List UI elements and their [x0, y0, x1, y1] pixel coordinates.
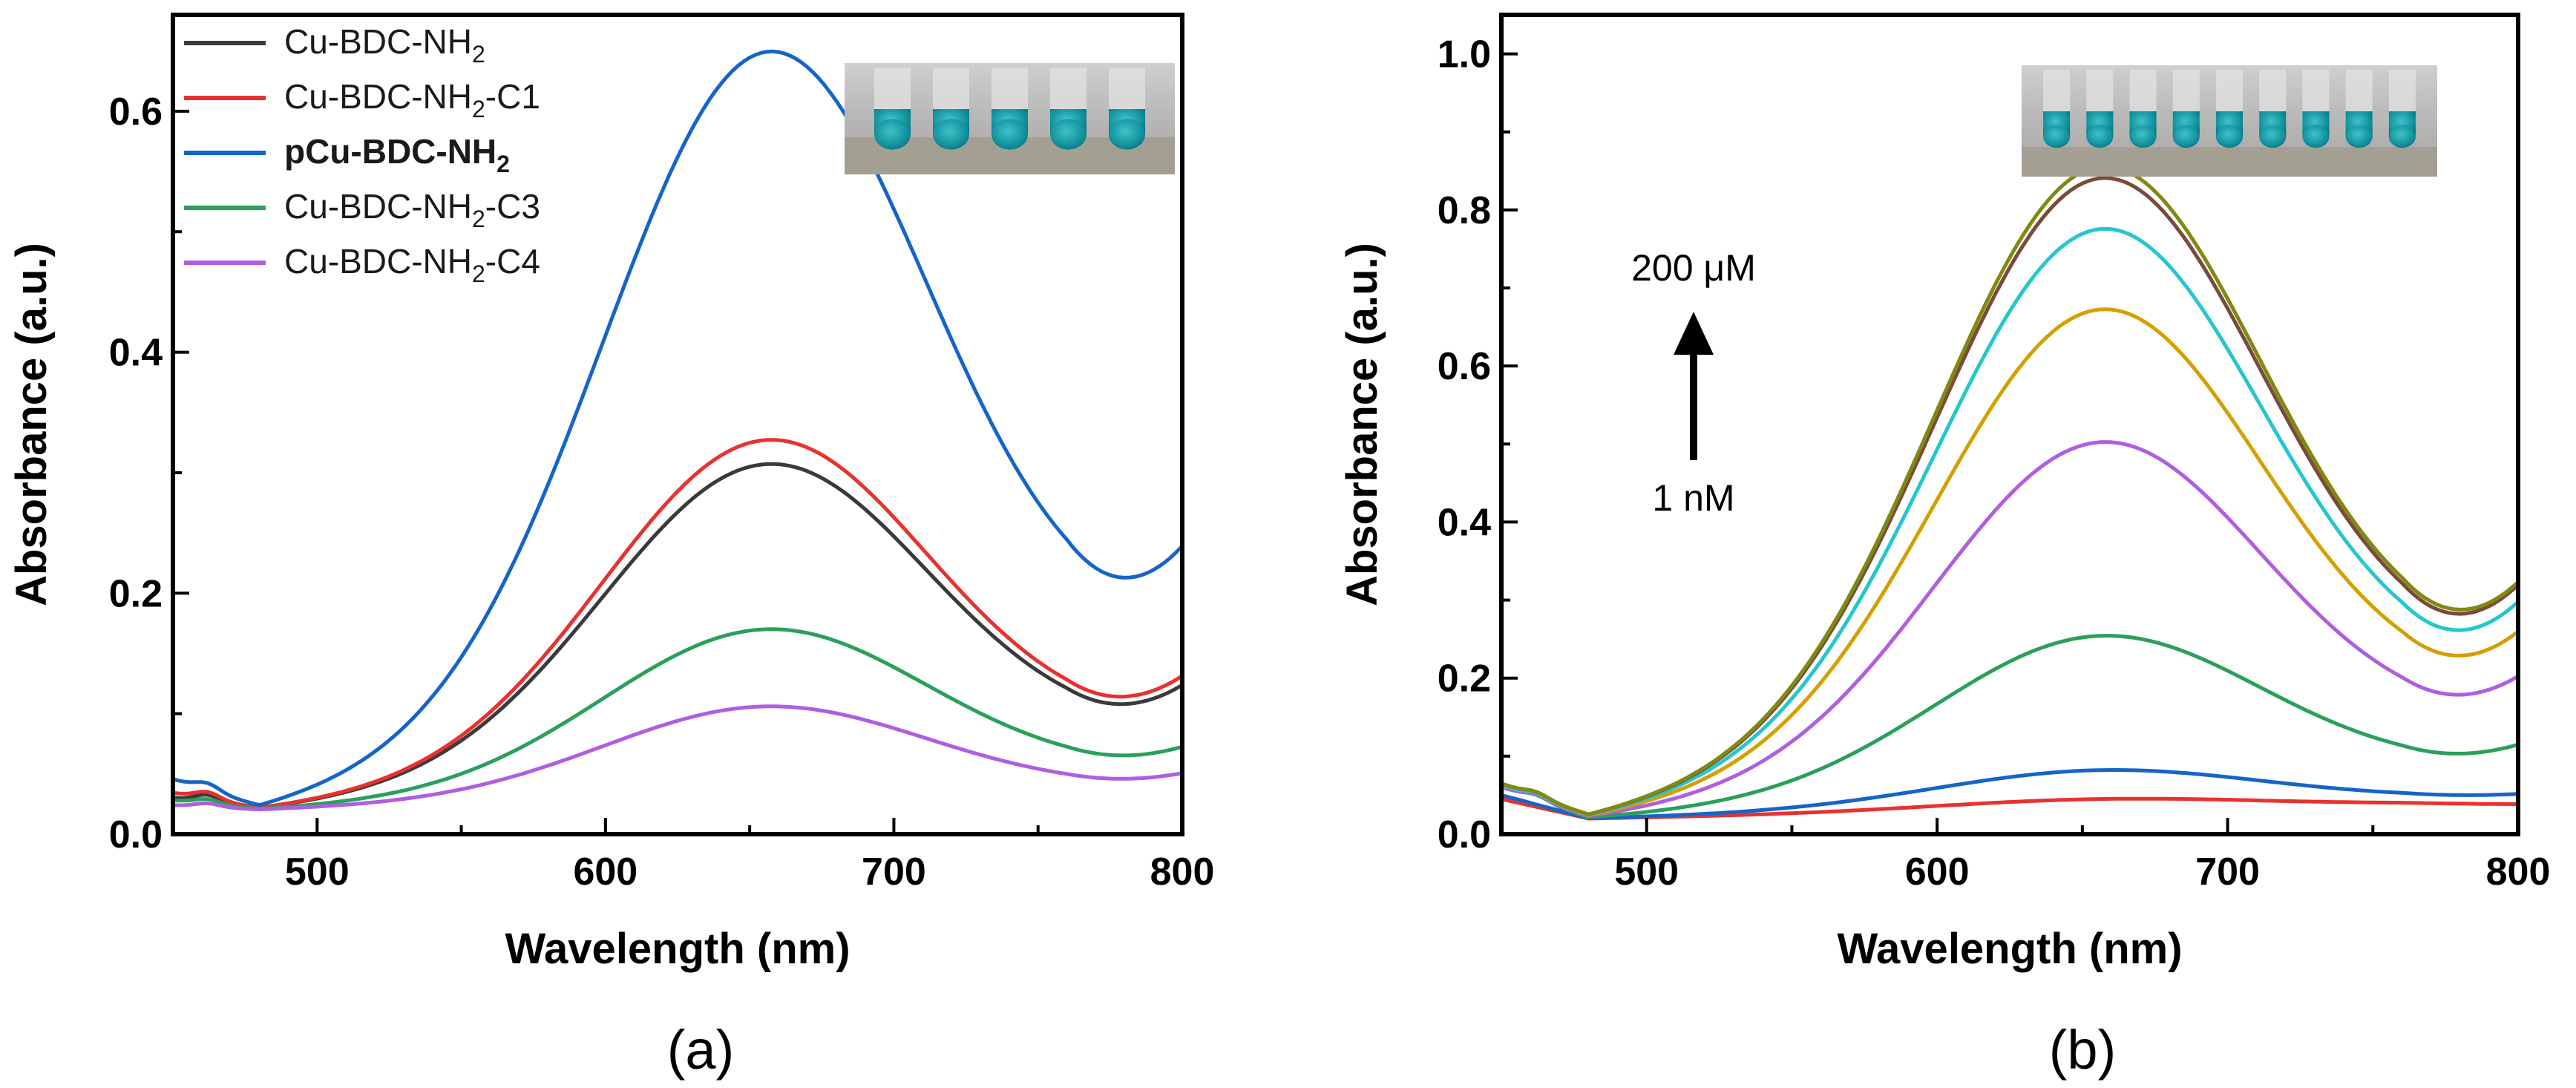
- panel-a-x-tick-label: 600: [573, 851, 638, 894]
- panel-a-x-tick-label: 500: [285, 851, 350, 894]
- inset-tube: [933, 68, 969, 150]
- panel-a-y-tick-label: 0.0: [109, 813, 163, 856]
- panel-b-x-tick-label: 600: [1905, 851, 1970, 894]
- panel-b-y-tick-label: 0.4: [1438, 501, 1491, 544]
- concentration-bottom-label: 1 nM: [1652, 477, 1734, 519]
- legend-item: Cu-BDC-NH2-C1: [184, 77, 540, 122]
- panel-a-series-line-4: [171, 627, 1184, 811]
- concentration-top-label: 200 μM: [1631, 247, 1756, 289]
- legend-item: Cu-BDC-NH2-C4: [184, 242, 540, 287]
- panel-b-series-line-2: [1499, 768, 2520, 821]
- panel-a-legend: Cu-BDC-NH2 Cu-BDC-NH2-C1 pCu-BDC-NH2 Cu-BDC…: [184, 22, 540, 287]
- inset-tube: [2043, 70, 2071, 148]
- panel-a-x-axis-title: Wavelength (nm): [505, 925, 850, 973]
- panel-b-plot-series: [1499, 164, 2520, 821]
- panel-a-series-line-3: [171, 49, 1184, 807]
- inset-tube: [992, 68, 1028, 150]
- inset-tube: [2345, 70, 2373, 148]
- panel-a-series-line-1: [171, 462, 1184, 810]
- legend-label: Cu-BDC-NH2-C4: [284, 242, 540, 287]
- inset-tube: [1050, 68, 1087, 150]
- concentration-arrow: [1674, 312, 1714, 460]
- inset-tube: [2302, 70, 2330, 148]
- panel-b-label: (b): [2049, 1019, 2116, 1081]
- panel-b-x-tick-label: 700: [2195, 851, 2260, 894]
- inset-tube: [2388, 70, 2416, 148]
- legend-label: Cu-BDC-NH2-C3: [284, 187, 540, 232]
- panel-b-y-axis-title: Absorbance (a.u.): [1338, 243, 1386, 606]
- panel-a-inset-photo: [845, 63, 1175, 174]
- legend-item: Cu-BDC-NH2-C3: [184, 187, 540, 232]
- panel-b-y-tick-label: 0.8: [1438, 189, 1491, 232]
- legend-label: pCu-BDC-NH2: [284, 132, 510, 177]
- panel-b-y-ticks: 0.0 0.2 0.4 0.6 0.8 1.0: [1438, 33, 1518, 856]
- legend-label: Cu-BDC-NH2: [284, 22, 485, 68]
- panel-a-x-tick-label: 800: [1150, 851, 1215, 894]
- legend-item: Cu-BDC-NH2: [184, 22, 485, 68]
- panel-a-y-tick-label: 0.4: [109, 332, 163, 375]
- inset-tube: [2086, 70, 2114, 148]
- panel-b-x-tick-label: 800: [2486, 851, 2551, 894]
- panel-b-x-ticks: 500 600 700 800: [1614, 818, 2550, 894]
- panel-b-series-line-4: [1499, 440, 2520, 819]
- inset-tube: [2129, 70, 2157, 148]
- panel-a-y-tick-label: 0.6: [109, 91, 163, 134]
- panel-b-series-line-5: [1499, 307, 2520, 817]
- panel-b-series-line-8: [1499, 164, 2520, 816]
- inset-tube: [874, 68, 911, 150]
- inset-tube: [2259, 70, 2287, 148]
- panel-b-inset-photo: [2022, 65, 2437, 177]
- inset-tube: [1109, 68, 1145, 150]
- panel-a: 500 600 700 800 0.0 0.2 0.4 0.6 Wavelength (nm…: [7, 13, 1214, 1081]
- panel-a-y-tick-label: 0.2: [109, 572, 163, 615]
- legend-item: pCu-BDC-NH2: [184, 132, 510, 177]
- panel-a-y-axis-title: Absorbance (a.u.): [7, 243, 56, 606]
- panel-a-plot-frame: [171, 13, 1184, 836]
- panel-a-series-line-5: [171, 704, 1184, 812]
- panel-b-plot-frame: [1499, 13, 2520, 836]
- panel-b-series-line-6: [1499, 226, 2520, 817]
- panel-b-y-tick-label: 1.0: [1438, 33, 1491, 76]
- panel-a-x-tick-label: 700: [862, 851, 926, 894]
- panel-a-plot-series: [171, 49, 1184, 812]
- panel-b: 500 600 700 800 0.0 0.2 0.4 0.6 0.8 1.0 Waveleng…: [1338, 13, 2550, 1081]
- panel-b-x-axis-title: Wavelength (nm): [1837, 925, 2182, 973]
- panel-a-series-line-2: [171, 438, 1184, 810]
- panel-a-y-ticks: 0.0 0.2 0.4 0.6: [109, 91, 189, 856]
- panel-b-series-line-3: [1499, 634, 2520, 819]
- panel-b-x-tick-label: 500: [1614, 851, 1679, 894]
- inset-tube: [2172, 70, 2200, 148]
- panel-a-label: (a): [667, 1019, 734, 1081]
- panel-b-y-tick-label: 0.0: [1438, 813, 1491, 856]
- legend-label: Cu-BDC-NH2-C1: [284, 77, 540, 122]
- panel-b-y-tick-label: 0.2: [1438, 658, 1491, 701]
- panel-a-x-ticks: 500 600 700 800: [285, 818, 1214, 894]
- panel-b-y-tick-label: 0.6: [1438, 345, 1491, 388]
- inset-tube: [2215, 70, 2244, 148]
